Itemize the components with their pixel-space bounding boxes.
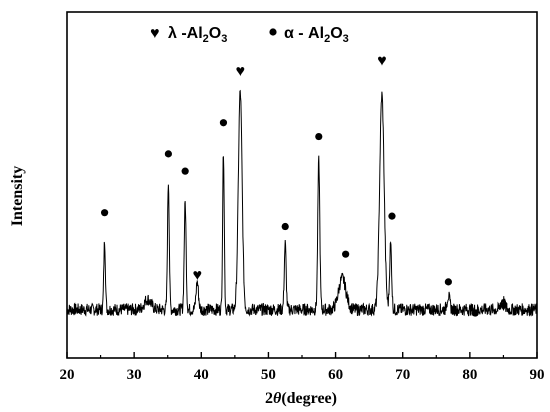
alpha-peak-marker (315, 132, 323, 141)
y-axis-title: Intensity (9, 166, 26, 226)
alpha-peak-marker (219, 119, 228, 127)
alpha-peak-marker (281, 222, 289, 231)
alpha-peak-marker (471, 309, 479, 317)
x-tick-label: 50 (261, 367, 276, 383)
x-tick-label: 40 (194, 367, 209, 383)
alpha-peak-marker (101, 209, 109, 217)
x-tick-label: 30 (127, 367, 142, 383)
alpha-peak-marker (388, 212, 396, 220)
alpha-peak-marker (181, 167, 189, 175)
x-axis-ticks: 20 30 40 50 60 70 80 90 (60, 352, 545, 383)
lambda-peak-marker: ♥ (377, 52, 387, 69)
lambda-peak-marker: ♥ (193, 267, 203, 284)
legend: ♥ λ -Al2O3 α - Al2O3 (150, 25, 349, 45)
peak-annotations: ♥ ♥ ♥ ♥ (101, 52, 509, 317)
alpha-peak-marker (444, 278, 452, 286)
alpha-peak-marker (342, 250, 350, 258)
series-layer (66, 89, 538, 317)
xrd-pattern-line (66, 89, 538, 317)
x-tick-label: 60 (328, 367, 343, 383)
x-tick-label: 90 (530, 367, 545, 383)
x-axis-title: 2θ(degree) (265, 390, 337, 407)
lambda-peak-marker: ♥ (235, 63, 245, 80)
alpha-peak-marker (164, 150, 172, 158)
x-tick-label: 70 (395, 367, 410, 383)
legend-label-lambda: λ -Al2O3 (168, 25, 227, 45)
x-tick-label: 80 (462, 367, 477, 383)
legend-dot-marker (269, 28, 277, 36)
x-tick-label: 20 (60, 367, 75, 383)
legend-heart-marker: ♥ (150, 25, 160, 42)
lambda-peak-marker: ♥ (499, 298, 509, 315)
legend-label-alpha: α - Al2O3 (284, 25, 349, 45)
